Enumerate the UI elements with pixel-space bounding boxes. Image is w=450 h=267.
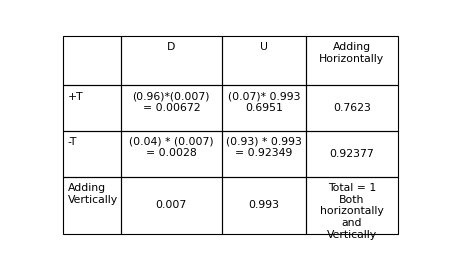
Bar	[121, 177, 222, 234]
Text: (0.07)* 0.993
0.6951: (0.07)* 0.993 0.6951	[228, 92, 300, 113]
Bar	[63, 85, 121, 131]
Text: U: U	[260, 42, 268, 52]
Bar	[306, 131, 398, 177]
Bar	[222, 131, 306, 177]
Bar	[63, 177, 121, 234]
Bar	[63, 131, 121, 177]
Bar	[306, 177, 398, 234]
Bar	[306, 36, 398, 85]
Text: 0.92377: 0.92377	[329, 149, 374, 159]
Text: Total = 1
Both
horizontally
and
Vertically: Total = 1 Both horizontally and Vertical…	[320, 183, 384, 239]
Text: 0.007: 0.007	[156, 200, 187, 210]
Bar	[222, 85, 306, 131]
Text: D: D	[167, 42, 176, 52]
Text: (0.93) * 0.993
= 0.92349: (0.93) * 0.993 = 0.92349	[226, 137, 302, 159]
Text: +T: +T	[68, 92, 83, 102]
Bar	[121, 36, 222, 85]
Bar	[222, 177, 306, 234]
Text: 0.7623: 0.7623	[333, 103, 371, 113]
Text: (0.96)*(0.007)
= 0.00672: (0.96)*(0.007) = 0.00672	[133, 92, 210, 113]
Bar	[121, 85, 222, 131]
Text: -T: -T	[68, 137, 77, 147]
Bar	[222, 36, 306, 85]
Bar	[121, 131, 222, 177]
Bar	[63, 36, 121, 85]
Bar	[306, 85, 398, 131]
Text: Adding
Horizontally: Adding Horizontally	[319, 42, 384, 64]
Text: Adding
Vertically: Adding Vertically	[68, 183, 117, 205]
Text: 0.993: 0.993	[248, 200, 279, 210]
Text: (0.04) * (0.007)
= 0.0028: (0.04) * (0.007) = 0.0028	[129, 137, 214, 159]
